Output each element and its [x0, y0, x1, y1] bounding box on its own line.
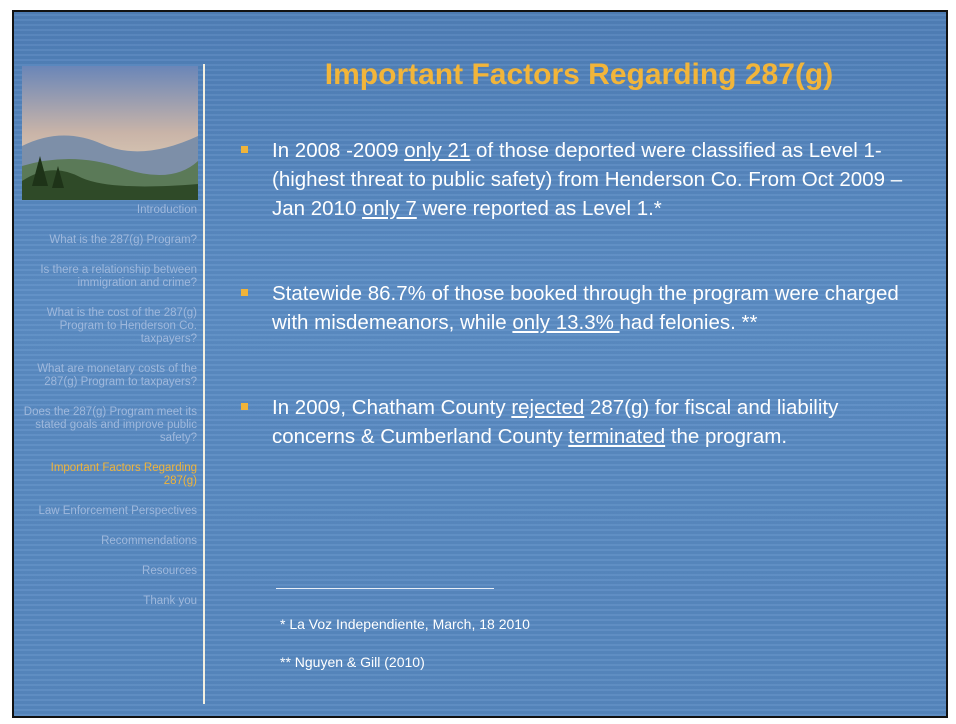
nav-link[interactable]: Recommendations [16, 535, 197, 548]
text: the program. [665, 425, 787, 448]
slide: Introduction What is the 287(g) Program? I… [12, 10, 948, 718]
bullet: In 2008 -2009 only 21 of those deported … [236, 136, 926, 223]
footnote-rule [276, 588, 494, 589]
nav-link[interactable]: Does the 287(g) Program meet its stated … [16, 406, 197, 445]
underlined-text: rejected [511, 396, 584, 419]
bullet: Statewide 86.7% of those booked through … [236, 279, 926, 337]
bullet-list: In 2008 -2009 only 21 of those deported … [236, 136, 926, 507]
nav-link[interactable]: Introduction [16, 204, 197, 217]
text: In 2009, Chatham County [272, 396, 511, 419]
nav-link[interactable]: Is there a relationship between immigrat… [16, 264, 197, 290]
nav-link[interactable]: What are monetary costs of the 287(g) Pr… [16, 363, 197, 389]
nav-link[interactable]: What is the 287(g) Program? [16, 234, 197, 247]
slide-title: Important Factors Regarding 287(g) [234, 58, 924, 92]
text: had felonies. ** [620, 311, 758, 334]
underlined-text: only 13.3% [512, 311, 619, 334]
text: were reported as Level 1.* [417, 197, 662, 220]
nav-link[interactable]: What is the cost of the 287(g) Program t… [16, 307, 197, 346]
text: In 2008 -2009 [272, 139, 404, 162]
underlined-text: only 21 [404, 139, 470, 162]
landscape-image [22, 66, 198, 200]
footnote: * La Voz Independiente, March, 18 2010 [280, 616, 530, 632]
bullet: In 2009, Chatham County rejected 287(g) … [236, 393, 926, 451]
nav-link[interactable]: Law Enforcement Perspectives [16, 505, 197, 518]
nav-link[interactable]: Thank you [16, 595, 197, 608]
page: Introduction What is the 287(g) Program? I… [0, 0, 956, 724]
underlined-text: only 7 [362, 197, 417, 220]
footnote: ** Nguyen & Gill (2010) [280, 654, 425, 670]
nav: Introduction What is the 287(g) Program? I… [16, 204, 197, 625]
nav-link[interactable]: Important Factors Regarding 287(g) [16, 462, 197, 488]
divider [203, 64, 205, 704]
nav-link[interactable]: Resources [16, 565, 197, 578]
underlined-text: terminated [568, 425, 665, 448]
